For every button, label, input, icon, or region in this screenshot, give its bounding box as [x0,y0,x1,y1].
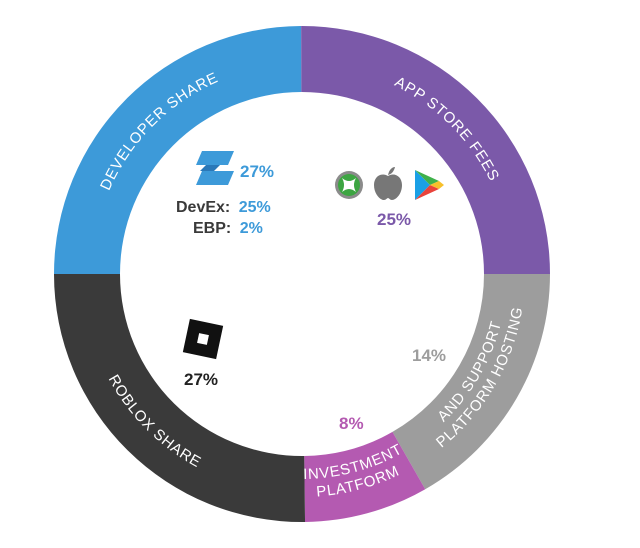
investment-percent: 8% [339,414,364,433]
app-store-fees-percent: 25% [377,210,412,229]
platform-hosting-segment [392,274,550,490]
roblox-share-segment [54,274,306,523]
ebp-percent: 2% [239,220,263,237]
google-play-icon [415,170,444,200]
apple-icon [374,167,402,200]
hosting-percent: 14% [412,346,447,365]
donut-segments [54,26,550,523]
roblox-logo-icon [182,318,224,360]
platform-investment-segment [304,431,426,522]
devex-label: DevEx: [176,199,231,216]
developer-share-segment [54,26,302,274]
ebp-label: EBP: [193,220,232,237]
ebp-row: EBP: 2% [193,220,263,238]
devex-percent: 25% [238,199,271,216]
roblox-studio-icon [196,151,234,185]
developer-share-percent: 27% [240,162,275,181]
roblox-share-percent: 27% [184,370,219,389]
xbox-icon [335,171,363,199]
devex-row: DevEx: 25% [176,199,271,217]
app-store-fees-segment [301,26,550,274]
